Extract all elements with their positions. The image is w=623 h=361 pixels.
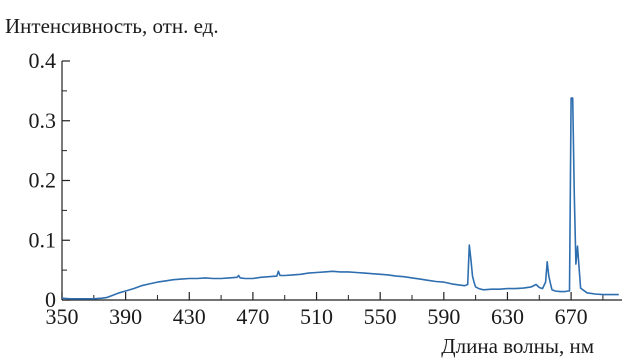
spectrum-line: [61, 97, 619, 300]
y-axis-ticks: 0 0.1 0.2 0.3 0.4: [29, 48, 70, 312]
x-tick-label: 670: [555, 304, 588, 329]
x-tick-label: 550: [364, 304, 397, 329]
x-tick-label: 390: [109, 304, 142, 329]
x-tick-label: 470: [236, 304, 269, 329]
x-tick-label: 630: [491, 304, 524, 329]
y-tick-label: 0.1: [29, 227, 57, 252]
x-tick-label: 350: [46, 304, 79, 329]
y-tick-label: 0.3: [29, 108, 57, 133]
x-tick-label: 430: [173, 304, 206, 329]
x-tick-label: 590: [427, 304, 460, 329]
x-axis-ticks: 350 390 430 470 510 550 590 630 670: [46, 292, 604, 329]
x-tick-label: 510: [300, 304, 333, 329]
y-axis-title: Интенсивность, отн. ед.: [5, 14, 219, 38]
y-tick-label: 0.2: [29, 168, 57, 193]
y-tick-label: 0.4: [29, 48, 57, 73]
x-axis-title: Длина волны, нм: [441, 334, 594, 358]
y-tick-label: 0: [45, 287, 56, 312]
